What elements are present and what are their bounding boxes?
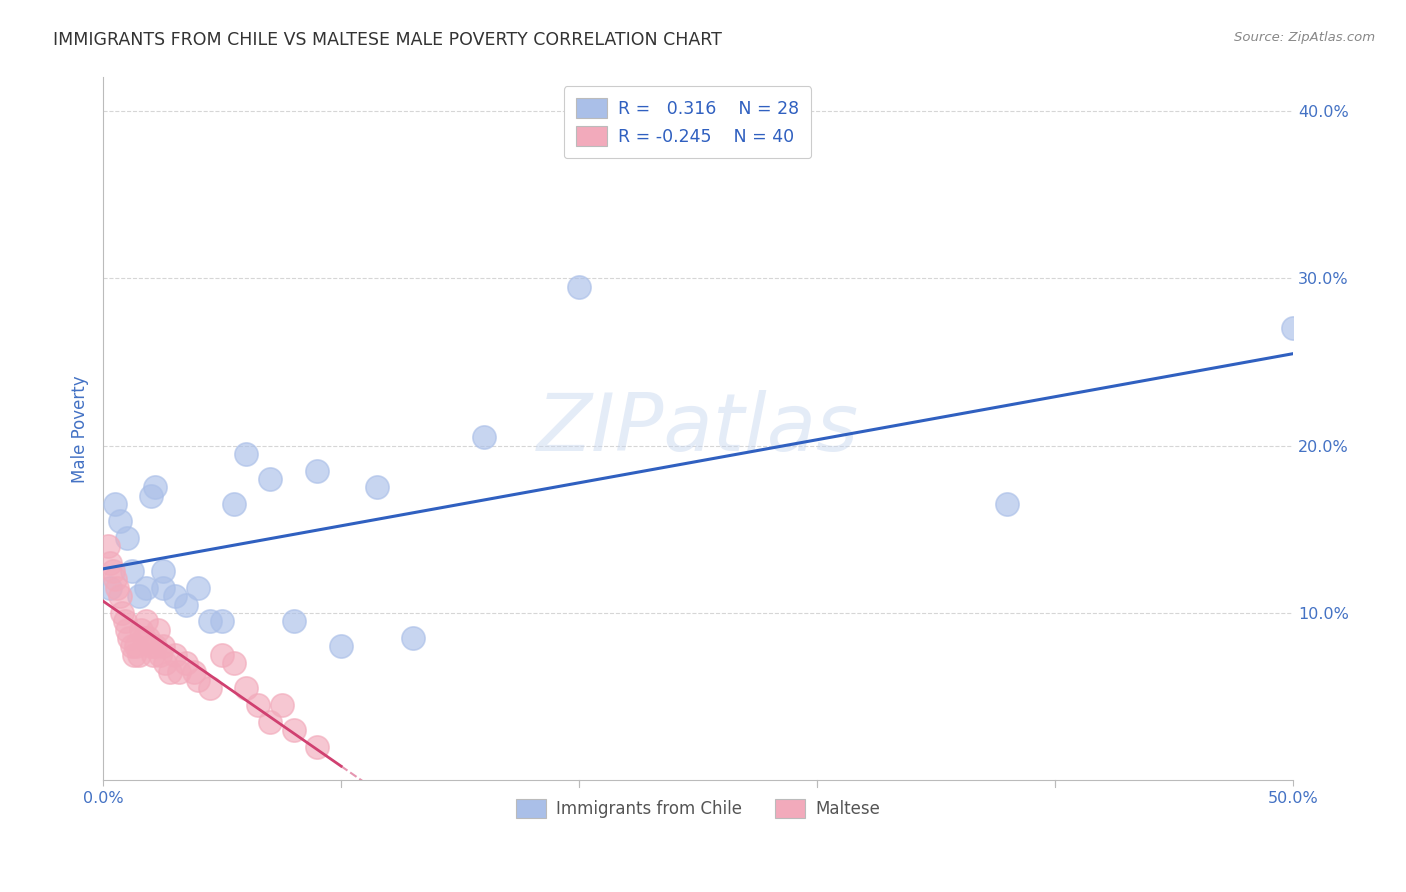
- Point: [146, 623, 169, 637]
- Point: [283, 723, 305, 737]
- Point: [108, 514, 131, 528]
- Point: [997, 497, 1019, 511]
- Point: [187, 673, 209, 687]
- Point: [135, 615, 157, 629]
- Point: [246, 698, 269, 712]
- Point: [142, 648, 165, 662]
- Point: [211, 648, 233, 662]
- Point: [101, 564, 124, 578]
- Point: [128, 648, 150, 662]
- Point: [568, 279, 591, 293]
- Text: Source: ZipAtlas.com: Source: ZipAtlas.com: [1234, 31, 1375, 45]
- Point: [115, 623, 138, 637]
- Point: [139, 489, 162, 503]
- Point: [211, 615, 233, 629]
- Point: [283, 615, 305, 629]
- Point: [145, 640, 167, 654]
- Point: [270, 698, 292, 712]
- Point: [104, 497, 127, 511]
- Point: [163, 648, 186, 662]
- Point: [176, 598, 198, 612]
- Point: [259, 472, 281, 486]
- Point: [139, 640, 162, 654]
- Point: [307, 464, 329, 478]
- Text: IMMIGRANTS FROM CHILE VS MALTESE MALE POVERTY CORRELATION CHART: IMMIGRANTS FROM CHILE VS MALTESE MALE PO…: [53, 31, 723, 49]
- Point: [152, 564, 174, 578]
- Point: [145, 480, 167, 494]
- Point: [98, 556, 121, 570]
- Point: [200, 615, 222, 629]
- Point: [118, 631, 141, 645]
- Point: [107, 581, 129, 595]
- Point: [307, 739, 329, 754]
- Point: [108, 589, 131, 603]
- Point: [122, 648, 145, 662]
- Text: ZIPatlas: ZIPatlas: [537, 390, 859, 468]
- Point: [129, 623, 152, 637]
- Point: [97, 539, 120, 553]
- Point: [128, 589, 150, 603]
- Point: [472, 430, 495, 444]
- Point: [159, 665, 181, 679]
- Point: [152, 640, 174, 654]
- Point: [169, 665, 191, 679]
- Point: [135, 581, 157, 595]
- Point: [183, 665, 205, 679]
- Point: [121, 564, 143, 578]
- Point: [138, 631, 160, 645]
- Point: [222, 497, 245, 511]
- Point: [163, 589, 186, 603]
- Point: [98, 581, 121, 595]
- Point: [111, 606, 134, 620]
- Point: [176, 656, 198, 670]
- Point: [330, 640, 353, 654]
- Point: [115, 531, 138, 545]
- Point: [152, 581, 174, 595]
- Legend: Immigrants from Chile, Maltese: Immigrants from Chile, Maltese: [509, 793, 887, 825]
- Point: [187, 581, 209, 595]
- Point: [235, 447, 257, 461]
- Point: [259, 714, 281, 729]
- Point: [104, 573, 127, 587]
- Point: [235, 681, 257, 696]
- Point: [366, 480, 388, 494]
- Point: [114, 615, 136, 629]
- Point: [132, 631, 155, 645]
- Point: [401, 631, 423, 645]
- Point: [200, 681, 222, 696]
- Point: [121, 640, 143, 654]
- Point: [1282, 321, 1305, 335]
- Y-axis label: Male Poverty: Male Poverty: [72, 375, 89, 483]
- Point: [149, 648, 172, 662]
- Point: [222, 656, 245, 670]
- Point: [153, 656, 176, 670]
- Point: [125, 640, 148, 654]
